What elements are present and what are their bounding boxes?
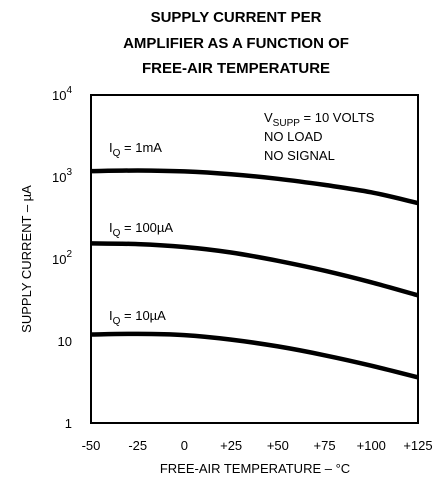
y-tick-base: 10	[52, 252, 66, 267]
chart-title-line-1: SUPPLY CURRENT PER	[151, 9, 322, 26]
series-curve-0	[90, 168, 419, 206]
x-tick-label: 0	[181, 438, 188, 453]
y-tick-label: 103	[52, 167, 72, 185]
x-axis-label: FREE-AIR TEMPERATURE – °C	[160, 461, 350, 476]
x-tick-label: +75	[314, 438, 336, 453]
chart-title-line-3: FREE-AIR TEMPERATURE	[142, 60, 330, 77]
series-labels: IQ = 1mA IQ = 100µA IQ = 10µA	[109, 140, 173, 327]
condition-note-1: NO LOAD	[264, 129, 323, 144]
series-curve-2	[90, 331, 419, 380]
condition-note-0: VSUPP = 10 VOLTS	[264, 110, 375, 129]
y-tick-label: 102	[52, 249, 72, 267]
x-tick-label: +50	[267, 438, 289, 453]
series-curve-1	[90, 241, 419, 298]
chart-title-line-2: AMPLIFIER AS A FUNCTION OF	[123, 35, 349, 52]
series-label-2: IQ = 10µA	[109, 308, 166, 327]
y-tick-base: 10	[52, 170, 66, 185]
x-tick-label: -25	[128, 438, 147, 453]
y-tick-exponent: 3	[66, 167, 72, 178]
x-tick-label: +125	[403, 438, 432, 453]
y-tick-exponent: 2	[66, 249, 72, 260]
y-tick-label: 1	[65, 416, 72, 431]
series-label-0: IQ = 1mA	[109, 140, 162, 159]
y-tick-base: 10	[52, 88, 66, 103]
x-axis-ticks: -50 -25 0 +25 +50 +75 +100 +125	[82, 438, 433, 453]
y-tick-label: 104	[52, 85, 72, 103]
series-label-1: IQ = 100µA	[109, 220, 173, 239]
y-tick-base: 1	[65, 416, 72, 431]
y-tick-exponent: 4	[66, 85, 72, 96]
x-tick-label: +25	[220, 438, 242, 453]
x-tick-label: -50	[82, 438, 101, 453]
plot-frame	[90, 94, 419, 424]
y-axis-label: SUPPLY CURRENT – µA	[19, 185, 34, 333]
x-tick-label: +100	[357, 438, 386, 453]
y-tick-label: 10	[58, 334, 72, 349]
y-tick-base: 10	[58, 334, 72, 349]
series-curves	[90, 168, 419, 380]
condition-note-2: NO SIGNAL	[264, 148, 335, 163]
chart-title: SUPPLY CURRENT PER AMPLIFIER AS A FUNCTI…	[123, 9, 349, 77]
